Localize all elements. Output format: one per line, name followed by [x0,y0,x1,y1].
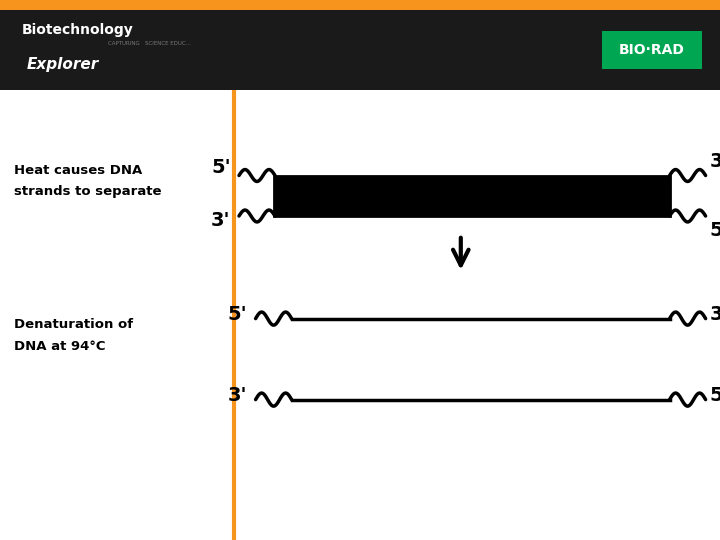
Text: BIO·RAD: BIO·RAD [619,43,685,57]
Text: 5': 5' [211,158,230,177]
Text: 3': 3' [710,152,720,171]
Text: Heat causes DNA: Heat causes DNA [14,164,143,177]
Text: Explorer: Explorer [27,57,99,72]
Text: 5': 5' [710,386,720,405]
Text: DNA at 94°C: DNA at 94°C [14,341,106,354]
Text: strands to separate: strands to separate [14,186,161,199]
Text: Denaturation of: Denaturation of [14,319,133,332]
Bar [0,0,720,10]
Text: 3': 3' [211,212,230,231]
Bar [602,31,702,69]
Text: 3': 3' [710,305,720,324]
Text: 5': 5' [228,305,247,324]
Text: 5': 5' [710,220,720,240]
Text: CAPTURING   SCIENCE EDUC...: CAPTURING SCIENCE EDUC... [108,41,191,46]
Bar [0,10,720,90]
Text: 3': 3' [228,386,247,405]
Text: Biotechnology: Biotechnology [22,23,134,37]
Bar [274,176,670,216]
